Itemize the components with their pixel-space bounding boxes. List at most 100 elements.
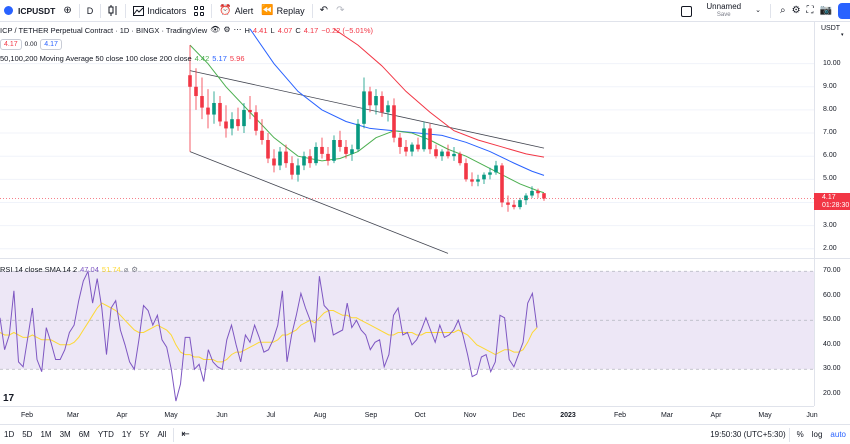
pane-separator[interactable] bbox=[0, 258, 850, 259]
range-button-1d[interactable]: 1D bbox=[4, 430, 15, 439]
symbol-search[interactable]: ICPUSDT bbox=[0, 0, 59, 22]
candle-body bbox=[248, 109, 252, 113]
trend-line bbox=[189, 151, 449, 254]
candle-body bbox=[506, 202, 510, 205]
log-toggle[interactable]: log bbox=[811, 430, 823, 439]
candle bbox=[464, 158, 468, 182]
undo-button[interactable]: ↶ bbox=[316, 0, 332, 22]
price-axis[interactable]: USDT ▾ 10.009.008.007.006.005.004.003.00… bbox=[814, 22, 850, 406]
publish-button[interactable] bbox=[838, 3, 850, 19]
bottom-toolbar: 1D 5D 1M 3M 6M YTD 1Y 5Y All ⇤ 19:50:30 (UTC+5:3… bbox=[0, 424, 850, 444]
time-axis-label: Apr bbox=[710, 412, 722, 419]
candle-body bbox=[410, 144, 414, 152]
price-pane[interactable]: ICP / TETHER Perpetual Contract · 1D · B… bbox=[0, 22, 814, 258]
candle-body bbox=[320, 146, 324, 154]
range-button-5d[interactable]: 5D bbox=[22, 430, 33, 439]
candle-body bbox=[416, 144, 420, 150]
layouts-button[interactable] bbox=[190, 0, 208, 22]
rsi-chart[interactable] bbox=[0, 259, 814, 406]
candle bbox=[530, 186, 534, 198]
range-button-6m[interactable]: 6M bbox=[78, 430, 90, 439]
alert-button[interactable]: ⏰ Alert bbox=[215, 0, 257, 22]
price-chart[interactable] bbox=[0, 22, 814, 258]
candle-body bbox=[374, 96, 378, 106]
ohlc-l-label: L bbox=[270, 25, 275, 35]
indicators-icon bbox=[133, 5, 145, 16]
replay-button[interactable]: ⏪ Replay bbox=[257, 0, 308, 22]
candle bbox=[236, 107, 240, 131]
percent-toggle[interactable]: % bbox=[796, 430, 804, 439]
candle-body bbox=[524, 195, 528, 201]
symbol-name: ICPUSDT bbox=[18, 5, 56, 16]
time-axis-label: Apr bbox=[116, 412, 128, 419]
replay-icon: ⏪ bbox=[261, 4, 274, 16]
time-axis-label: Jun bbox=[806, 412, 818, 419]
candle bbox=[392, 98, 396, 143]
chevron-down-icon[interactable]: ⌄ bbox=[755, 7, 761, 14]
range-button-1y[interactable]: 1Y bbox=[121, 430, 132, 439]
candle-body bbox=[542, 193, 546, 199]
range-button-1m[interactable]: 1M bbox=[40, 430, 52, 439]
rsi-settings-icon[interactable]: ⚙ bbox=[131, 265, 138, 274]
candle-body bbox=[452, 153, 456, 157]
candle-body bbox=[230, 119, 234, 129]
auto-toggle[interactable]: auto bbox=[830, 430, 846, 439]
candle-body bbox=[344, 146, 348, 154]
range-button-ytd[interactable]: YTD bbox=[97, 430, 114, 439]
candle bbox=[398, 133, 402, 154]
range-button-3m[interactable]: 3M bbox=[59, 430, 71, 439]
top-toolbar: ICPUSDT ⊕ D Indicators ⏰ Alert ⏪ Replay … bbox=[0, 0, 850, 22]
layout-name-button[interactable]: Unnamed Save bbox=[706, 3, 741, 19]
candle bbox=[188, 45, 192, 152]
rsi-pane[interactable]: RSI 14 close SMA 14 2 47.04 51.74 ⌀ ⚙ bbox=[0, 259, 814, 406]
layout-square-icon[interactable] bbox=[681, 5, 693, 17]
range-button-5y[interactable]: 5Y bbox=[139, 430, 150, 439]
time-axis[interactable]: Feb Mar Apr May Jun Jul Aug Sep Oct Nov Dec 2023 Feb… bbox=[0, 406, 818, 424]
interval-button[interactable]: D bbox=[83, 0, 98, 22]
ask-price[interactable]: 4.17 bbox=[40, 39, 62, 50]
gear-icon[interactable]: ⚙ bbox=[791, 5, 801, 16]
candle bbox=[206, 89, 210, 129]
candle bbox=[476, 174, 480, 187]
bid-price[interactable]: 4.17 bbox=[0, 39, 22, 50]
bid-ask-legend: 4.17 0.00 4.17 bbox=[0, 39, 62, 50]
time-axis-label: Dec bbox=[512, 412, 526, 419]
search-icon[interactable]: ⌕ bbox=[779, 5, 786, 16]
goto-date-icon[interactable]: ⇤ bbox=[181, 428, 190, 440]
ma50-value: 4.42 bbox=[194, 54, 210, 63]
eye-icon[interactable]: 👁 bbox=[210, 25, 221, 34]
more-icon[interactable]: ⋯ bbox=[233, 25, 242, 34]
price-axis-label: 6.00 bbox=[823, 152, 837, 160]
time-axis-label: Feb bbox=[20, 412, 34, 419]
candle-body bbox=[332, 140, 336, 161]
indicators-button[interactable]: Indicators bbox=[129, 0, 190, 22]
redo-button[interactable]: ↷ bbox=[332, 0, 348, 22]
clock[interactable]: 19:50:30 (UTC+5:30) bbox=[710, 430, 786, 439]
candle bbox=[494, 160, 498, 175]
chart-type-button[interactable] bbox=[104, 0, 122, 22]
toolbar-divider bbox=[78, 3, 80, 18]
candle bbox=[260, 119, 264, 145]
candle-body bbox=[218, 102, 222, 122]
settings-icon[interactable]: ⚙ bbox=[223, 25, 231, 34]
spread-value: 0.00 bbox=[24, 41, 38, 48]
candle-body bbox=[188, 75, 192, 87]
range-button-all[interactable]: All bbox=[157, 430, 167, 439]
compare-button[interactable]: ⊕ bbox=[59, 0, 75, 22]
rsi-hide-icon[interactable]: ⌀ bbox=[123, 265, 129, 274]
undo-icon: ↶ bbox=[319, 4, 329, 16]
candle-body bbox=[296, 165, 300, 175]
candle bbox=[278, 146, 282, 171]
candle-body bbox=[494, 165, 498, 173]
candle-body bbox=[434, 149, 438, 157]
candle bbox=[296, 158, 300, 182]
currency-label[interactable]: USDT bbox=[821, 25, 841, 32]
camera-icon[interactable]: 📷 bbox=[819, 5, 832, 16]
price-axis-label: 9.00 bbox=[823, 82, 837, 90]
rsi-line bbox=[0, 269, 538, 402]
candle bbox=[350, 144, 354, 161]
fullscreen-icon[interactable]: ⛶ bbox=[806, 5, 814, 16]
redo-icon: ↷ bbox=[336, 4, 345, 16]
candle bbox=[446, 144, 450, 159]
candle-body bbox=[428, 128, 432, 150]
